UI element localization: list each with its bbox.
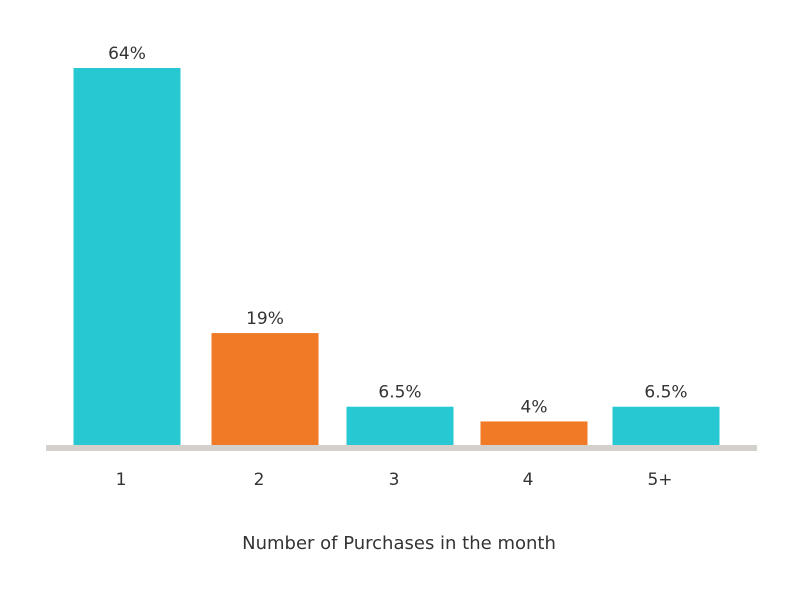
x-tick-label-5+: 5+ bbox=[647, 470, 672, 490]
x-tick-label-4: 4 bbox=[523, 470, 534, 490]
value-label-1: 64% bbox=[108, 44, 146, 64]
x-tick-label-3: 3 bbox=[389, 470, 400, 490]
x-tick-label-1: 1 bbox=[116, 470, 127, 490]
x-tick-labels-group: 1 2 3 4 5+ bbox=[116, 470, 673, 490]
value-label-5+: 6.5% bbox=[644, 383, 687, 403]
bar-2 bbox=[211, 333, 319, 445]
value-label-3: 6.5% bbox=[378, 383, 421, 403]
value-labels-group: 64% 19% 6.5% 4% 6.5% bbox=[108, 44, 688, 417]
bars-group bbox=[73, 68, 720, 445]
bar-4 bbox=[480, 421, 588, 445]
bar-5+ bbox=[612, 406, 720, 445]
x-axis-baseline bbox=[46, 445, 757, 451]
value-label-4: 4% bbox=[521, 397, 548, 417]
x-axis-title: Number of Purchases in the month bbox=[242, 533, 556, 554]
bar-3 bbox=[346, 406, 454, 445]
bar-1 bbox=[73, 68, 181, 445]
x-tick-label-2: 2 bbox=[254, 470, 265, 490]
value-label-2: 19% bbox=[246, 309, 284, 329]
